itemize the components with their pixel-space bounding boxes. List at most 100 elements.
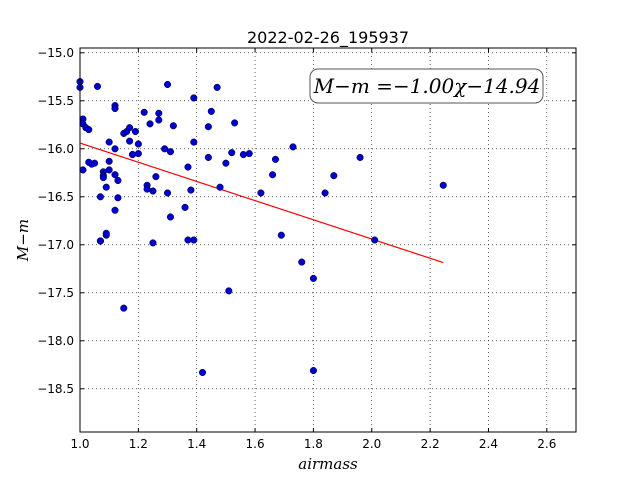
data-point — [155, 109, 163, 117]
x-tick-label: 1.8 — [304, 437, 323, 451]
data-point — [99, 174, 107, 182]
y-tick-label: −15.5 — [37, 94, 74, 108]
data-point — [166, 148, 174, 156]
data-point — [239, 151, 247, 159]
data-point — [269, 171, 277, 179]
data-point — [309, 367, 317, 375]
data-point — [190, 94, 198, 102]
data-point — [204, 153, 212, 161]
data-point — [187, 186, 195, 194]
data-point — [225, 287, 233, 295]
data-point — [271, 155, 280, 163]
data-point — [111, 104, 119, 113]
data-point — [114, 176, 122, 185]
data-point — [134, 140, 142, 148]
data-point — [163, 80, 172, 89]
x-tick-label: 1.0 — [70, 437, 89, 451]
data-point — [105, 166, 113, 174]
data-point — [111, 206, 119, 214]
data-point — [102, 183, 110, 191]
plot-frame — [79, 47, 577, 433]
data-point — [149, 239, 157, 247]
data-point — [85, 158, 93, 166]
data-point — [105, 138, 113, 146]
fit-equation: M−m =−1.00χ−14.94 — [313, 74, 541, 98]
data-point — [222, 159, 230, 167]
data-point — [330, 172, 338, 180]
data-point — [102, 229, 110, 237]
data-point — [161, 145, 169, 153]
data-point — [96, 237, 104, 245]
y-tick-label: −16.5 — [37, 190, 74, 204]
data-point — [371, 236, 379, 244]
fit-line — [79, 142, 444, 264]
data-point — [257, 189, 265, 197]
x-tick-label: 1.6 — [246, 437, 265, 451]
x-tick-label: 1.2 — [129, 437, 148, 451]
data-point — [356, 153, 364, 161]
data-point — [96, 193, 104, 201]
grid-lines — [80, 48, 576, 432]
data-point — [439, 181, 447, 189]
data-point — [140, 108, 148, 116]
y-tick-label: −17.0 — [37, 238, 74, 252]
axis-ticks — [79, 48, 576, 432]
y-tick-label: −17.5 — [37, 286, 74, 300]
data-point — [190, 138, 198, 146]
x-axis-label: airmass — [298, 455, 358, 473]
data-point — [163, 189, 172, 197]
data-point — [289, 143, 297, 151]
y-tick-label: −18.0 — [37, 334, 74, 348]
data-point — [204, 123, 212, 131]
data-point — [105, 157, 113, 165]
data-point — [155, 116, 163, 124]
data-point — [131, 127, 139, 136]
data-point — [184, 163, 192, 171]
data-point — [245, 150, 253, 158]
data-point — [277, 231, 285, 239]
y-axis-label: M−m — [14, 219, 32, 262]
data-point — [120, 304, 128, 312]
y-tick-labels: −15.0 −15.5 −16.0 −16.5 −17.0 −17.5 −18.0 −18.5 — [37, 46, 74, 396]
x-tick-label: 2.0 — [362, 437, 381, 451]
data-point — [114, 194, 122, 202]
equation-box: M−m =−1.00χ−14.94 — [309, 68, 544, 104]
data-point — [128, 151, 137, 159]
data-point — [79, 166, 87, 174]
data-point — [309, 274, 317, 282]
data-point — [166, 213, 174, 221]
data-point — [321, 189, 329, 197]
data-points — [76, 78, 447, 377]
data-point — [181, 203, 189, 211]
data-point — [198, 368, 207, 377]
chart-title: 2022-02-26_195937 — [247, 28, 409, 48]
data-point — [298, 258, 306, 266]
equation-box-frame — [309, 68, 544, 104]
data-point — [91, 159, 99, 167]
plot-area — [80, 48, 576, 432]
x-tick-label: 2.2 — [421, 437, 440, 451]
data-point — [126, 137, 134, 145]
data-point — [169, 122, 177, 130]
data-point — [231, 119, 239, 127]
data-point — [111, 145, 119, 153]
data-point — [93, 82, 102, 90]
data-point — [207, 107, 215, 115]
data-point — [143, 185, 151, 193]
x-tick-label: 2.6 — [537, 437, 556, 451]
data-point — [152, 173, 160, 181]
y-tick-label: −15.0 — [37, 46, 74, 60]
y-tick-label: −16.0 — [37, 142, 74, 156]
data-point — [184, 236, 192, 244]
data-point — [111, 171, 119, 179]
fit-line-layer — [79, 142, 444, 264]
data-point — [228, 149, 236, 157]
data-point — [213, 83, 221, 91]
y-tick-label: −18.5 — [37, 382, 74, 396]
data-point — [146, 120, 154, 128]
x-tick-label: 2.4 — [479, 437, 498, 451]
data-point — [216, 183, 224, 191]
data-point — [134, 150, 142, 158]
data-point — [126, 124, 134, 132]
